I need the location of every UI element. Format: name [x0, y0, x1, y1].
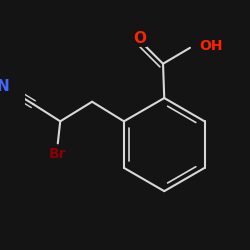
- Text: OH: OH: [199, 39, 223, 53]
- Text: O: O: [133, 30, 146, 46]
- Text: N: N: [0, 79, 10, 94]
- Text: Br: Br: [49, 147, 66, 161]
